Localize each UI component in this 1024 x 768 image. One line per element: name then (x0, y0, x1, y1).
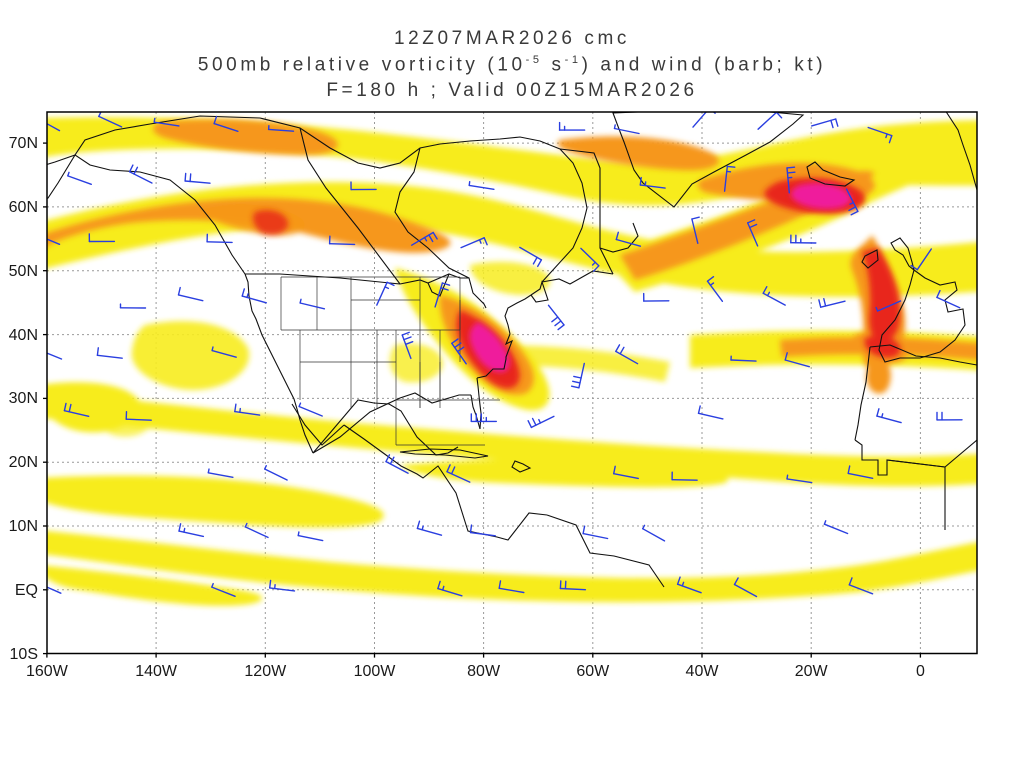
svg-text:80W: 80W (467, 663, 501, 680)
svg-text:160W: 160W (26, 663, 69, 680)
svg-text:20N: 20N (9, 454, 38, 471)
svg-text:70N: 70N (9, 135, 38, 152)
svg-text:140W: 140W (135, 663, 178, 680)
svg-text:60N: 60N (9, 199, 38, 216)
svg-text:60W: 60W (576, 663, 610, 680)
svg-text:40W: 40W (686, 663, 720, 680)
svg-text:40N: 40N (9, 327, 38, 344)
svg-text:50N: 50N (9, 263, 38, 280)
svg-text:0: 0 (916, 663, 925, 680)
svg-text:10N: 10N (9, 518, 38, 535)
svg-text:100W: 100W (354, 663, 397, 680)
svg-text:120W: 120W (244, 663, 287, 680)
svg-text:10S: 10S (10, 646, 38, 663)
svg-text:30N: 30N (9, 390, 38, 407)
svg-text:EQ: EQ (15, 582, 38, 599)
svg-text:20W: 20W (795, 663, 829, 680)
